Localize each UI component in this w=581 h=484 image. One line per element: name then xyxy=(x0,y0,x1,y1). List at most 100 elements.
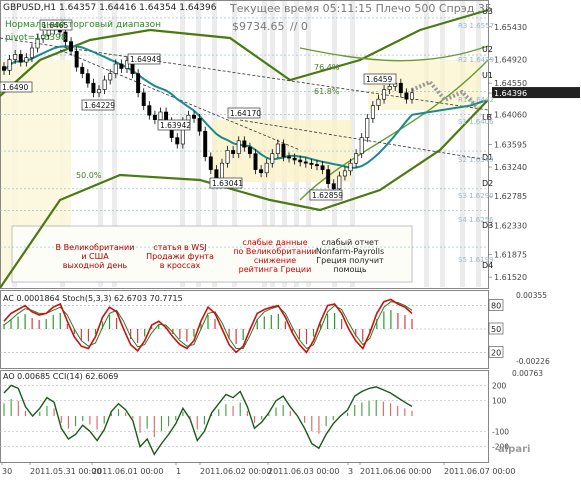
candle-bull xyxy=(270,153,275,164)
pivot-sr-label: R3 1.6557 xyxy=(458,22,494,30)
price-box-label: 1.63041 xyxy=(212,179,243,188)
candle-bull xyxy=(337,175,342,190)
annotation-box xyxy=(11,225,413,283)
subpanel-ao-cci-label: AO 0.00685 CCI(14) 62.6069 xyxy=(3,372,119,381)
price-box xyxy=(127,53,161,65)
candle-bear xyxy=(398,82,403,94)
stoch-level-label: 50 xyxy=(491,325,501,334)
time-tick-label: 2011.06.01 00:00 xyxy=(92,467,163,476)
broker-logo: alpari xyxy=(498,444,531,455)
session-stripe xyxy=(460,1,465,287)
price-tick-label: 1.64920 xyxy=(494,56,527,65)
candle-bear xyxy=(404,92,409,100)
candle-bear xyxy=(2,66,6,71)
candle-bear xyxy=(203,130,208,158)
session-stripe xyxy=(350,1,355,287)
price-box xyxy=(39,19,73,31)
candle-bull xyxy=(41,34,46,39)
trend-line xyxy=(239,119,489,161)
candle-bear xyxy=(91,82,96,94)
cci-axis-label: -200 xyxy=(492,443,509,452)
price-box xyxy=(309,189,343,201)
pivot-sr-label: S2 1.6349 xyxy=(458,156,494,164)
murrey-level-label: LB xyxy=(482,113,492,122)
price-box-label: 1.64949 xyxy=(130,55,161,64)
upper-envelope-line xyxy=(0,8,489,97)
price-tick-label: 1.62330 xyxy=(494,221,527,230)
candle-bear xyxy=(197,118,202,132)
candle-bull xyxy=(7,59,12,71)
murrey-level-label: U3 xyxy=(482,7,493,16)
candle-bull xyxy=(219,162,224,180)
pivot-sr-label: S3 1.6290 xyxy=(458,192,494,200)
candle-bull xyxy=(225,150,230,164)
candle-bear xyxy=(63,31,68,42)
price-box-label: 1.63942 xyxy=(160,121,191,130)
candle-bull xyxy=(35,38,40,49)
candle-bear xyxy=(74,50,79,68)
symbol-header: GBPUSD,H1 1.64357 1.64416 1.64354 1.6439… xyxy=(3,3,217,13)
price-box-label: 1.6490 xyxy=(2,83,28,92)
candle-bull xyxy=(275,143,280,154)
time-tick-label: 2011.06.06 00:00 xyxy=(360,467,431,476)
session-stripe xyxy=(98,1,103,287)
time-tick-label: 30 xyxy=(2,467,12,476)
price-box xyxy=(0,81,33,93)
time-tick-label: 2011.06.03 00:00 xyxy=(268,467,339,476)
candle-bear xyxy=(331,183,336,190)
stoch-level-box xyxy=(488,299,504,311)
candle-bull xyxy=(97,89,101,94)
session-stripe xyxy=(476,1,481,287)
inner-envelope-line xyxy=(299,59,489,201)
session-stripe xyxy=(112,1,117,287)
candle-bull xyxy=(108,73,113,81)
fib-percent-label: 50.0% xyxy=(76,171,102,180)
candle-bear xyxy=(141,92,146,106)
candle-bull xyxy=(236,140,241,154)
candle-bull xyxy=(370,105,375,119)
price-box xyxy=(209,177,243,189)
cci-line xyxy=(3,384,413,456)
ac-axis-label: 0.00355 xyxy=(516,291,547,300)
price-tick-label: 1.63595 xyxy=(494,140,527,149)
time-tick-label: 1 xyxy=(176,467,181,476)
range-subtitle: Нормальный торговый диапазон xyxy=(5,20,162,30)
candle-bull xyxy=(387,86,392,90)
annotation-wsj: статья в WSJ Продажи фунта в кроссах xyxy=(146,243,214,270)
candle-bull xyxy=(365,118,370,138)
candle-bull xyxy=(348,162,353,172)
candle-bear xyxy=(253,153,258,170)
price-box xyxy=(363,73,397,85)
stoch-level-box xyxy=(488,346,504,358)
ac-axis-label: -0.00226 xyxy=(516,357,550,366)
candle-bull xyxy=(158,111,163,120)
pivot-sr-label: S4 1.6256 xyxy=(458,216,494,224)
candle-bull xyxy=(382,89,387,100)
stoch-main-line xyxy=(3,298,413,354)
candle-bull xyxy=(102,79,107,90)
stoch-level-label: 20 xyxy=(491,348,501,357)
stoch-signal-line xyxy=(3,301,413,350)
price-box xyxy=(81,99,115,111)
candle-bear xyxy=(242,140,247,148)
server-time-header: Текущее время 05:11:15 Плечо 500 Спрэд 3… xyxy=(230,2,492,15)
price-box-label: 1.64170 xyxy=(230,109,261,118)
price-tick-label: 1.65430 xyxy=(494,23,527,32)
candle-bull xyxy=(410,92,414,100)
price-tick-label: 1.64396 xyxy=(494,89,527,98)
candle-bear xyxy=(309,162,314,165)
candle-bear xyxy=(320,165,325,170)
price-tick-label: 1.64550 xyxy=(494,79,527,88)
candle-bear xyxy=(192,114,197,119)
candle-bear xyxy=(152,114,157,120)
candle-bear xyxy=(85,73,90,84)
price-tick-label: 1.64060 xyxy=(494,111,527,120)
candle-bear xyxy=(80,66,85,74)
candle-bull xyxy=(13,54,18,60)
annotation-nfp: слабый отчет Nonfarm-Payrolls Греция пол… xyxy=(315,238,385,274)
price-box-label: 1.62859 xyxy=(312,191,343,200)
subpanel-ac-stoch-label: AC 0.0001864 Stoch(5,3,3) 62.6703 70.771… xyxy=(3,294,183,303)
balance-value: $9734.65 xyxy=(232,20,285,33)
pivot-sr-label: S1 1.6406 xyxy=(458,118,494,126)
annotation-uk-data: слабые данные по Великобритании снижение… xyxy=(233,238,317,274)
